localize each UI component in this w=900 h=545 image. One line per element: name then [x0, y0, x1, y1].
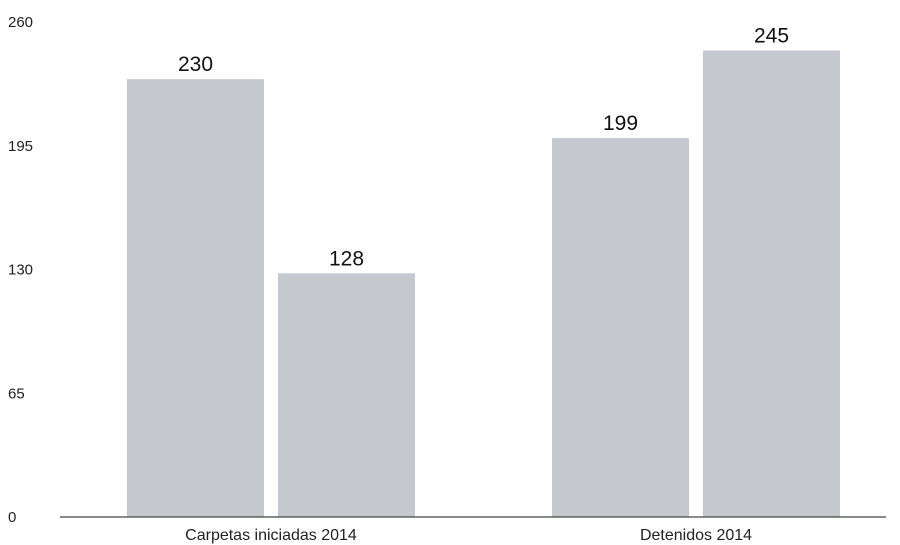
data-label: 199 [603, 112, 638, 135]
y-tick-label: 0 [8, 509, 16, 526]
x-category-label: Carpetas iniciadas 2014 [185, 527, 357, 544]
y-tick-label: 65 [8, 385, 25, 402]
x-category-label: Detenidos 2014 [640, 527, 752, 544]
category-labels: Carpetas iniciadas 2014 Detenidos 2014 [185, 527, 752, 544]
y-tick-label: 195 [8, 138, 33, 155]
data-label: 128 [329, 247, 364, 270]
data-labels: 230 128 199 245 [178, 25, 789, 271]
bar [552, 138, 689, 517]
bar [703, 50, 840, 518]
y-tick-label: 130 [8, 262, 33, 279]
bar [278, 273, 415, 517]
bars [127, 50, 840, 518]
bar [127, 79, 264, 517]
y-tick-label: 260 [8, 14, 33, 31]
y-axis-ticks: 0 65 130 195 260 [8, 14, 33, 526]
data-label: 230 [178, 53, 213, 76]
data-label: 245 [754, 25, 789, 48]
